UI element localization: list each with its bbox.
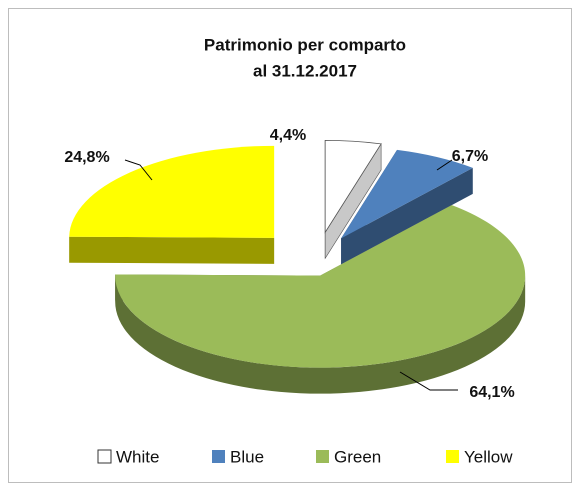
legend-swatch bbox=[97, 449, 112, 464]
legend-swatch bbox=[212, 450, 225, 463]
leader-line bbox=[399, 371, 458, 391]
slice-group bbox=[69, 145, 275, 264]
legend-label: Yellow bbox=[464, 447, 513, 466]
leader-line bbox=[436, 159, 453, 171]
slice bbox=[341, 149, 473, 239]
slice-side bbox=[341, 167, 473, 265]
legend-label: Blue bbox=[230, 447, 264, 466]
chart-subtitle: al 31.12.2017 bbox=[253, 61, 357, 80]
slice bbox=[115, 205, 526, 368]
leader-line bbox=[124, 159, 153, 181]
legend-swatch bbox=[316, 450, 329, 463]
slice-group bbox=[115, 205, 526, 394]
slice-side bbox=[69, 236, 275, 264]
slice-group bbox=[324, 139, 382, 260]
legend-label: White bbox=[116, 447, 159, 466]
slice-group bbox=[341, 149, 473, 265]
slice bbox=[69, 145, 275, 238]
slice-side bbox=[115, 275, 526, 394]
legend-swatch bbox=[446, 450, 459, 463]
value-label: 64,1% bbox=[469, 384, 514, 401]
value-label: 4,4% bbox=[270, 127, 306, 144]
legend-label: Green bbox=[334, 447, 381, 466]
value-label: 24,8% bbox=[64, 149, 109, 166]
slice bbox=[324, 139, 382, 234]
chart-title: Patrimonio per comparto bbox=[204, 35, 406, 54]
value-label: 6,7% bbox=[452, 148, 488, 165]
